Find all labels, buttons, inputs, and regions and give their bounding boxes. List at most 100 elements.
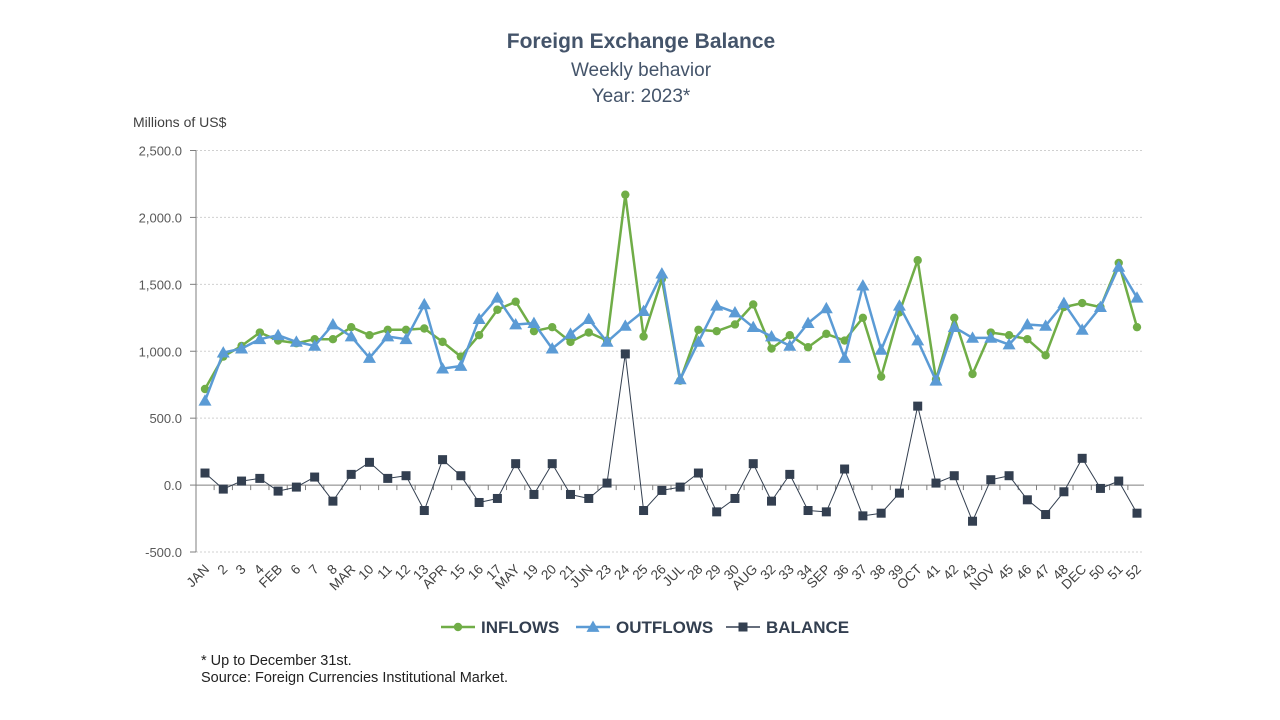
balance-point bbox=[968, 516, 978, 526]
balance-point bbox=[584, 493, 594, 503]
inflows-point bbox=[401, 325, 411, 335]
balance-point bbox=[767, 496, 777, 506]
outflows-point bbox=[527, 316, 541, 329]
y-tick-label: -500.0 bbox=[145, 545, 182, 560]
outflows-series bbox=[198, 260, 1144, 406]
inflows-point bbox=[968, 369, 977, 379]
inflows-point bbox=[383, 325, 392, 335]
balance-point bbox=[748, 459, 758, 469]
inflows-point bbox=[438, 337, 447, 347]
balance-point bbox=[419, 506, 429, 516]
inflows-point bbox=[858, 313, 868, 322]
balance-point bbox=[1132, 508, 1142, 518]
outflows-point bbox=[417, 297, 431, 310]
inflows-point bbox=[822, 329, 831, 339]
balance-point bbox=[328, 496, 338, 506]
x-tick-label: JAN bbox=[183, 562, 212, 591]
balance-point bbox=[1022, 495, 1032, 505]
balance-point bbox=[273, 486, 283, 496]
balance-point bbox=[785, 469, 795, 479]
balance-point bbox=[712, 507, 722, 517]
balance-point bbox=[986, 475, 996, 485]
inflows-point bbox=[200, 384, 210, 394]
outflows-point bbox=[710, 299, 724, 311]
outflows-point bbox=[344, 330, 358, 342]
outflows-point bbox=[1112, 260, 1126, 272]
inflows-point bbox=[767, 344, 776, 353]
inflows-point bbox=[730, 320, 740, 329]
inflows-point bbox=[749, 300, 758, 309]
balance-point bbox=[602, 478, 612, 488]
balance-point bbox=[438, 455, 448, 465]
outflows-point bbox=[271, 328, 285, 341]
legend-outflows-marker bbox=[586, 620, 600, 632]
outflows-point bbox=[235, 342, 249, 354]
outflows-point bbox=[490, 291, 504, 303]
balance-point bbox=[876, 508, 886, 518]
x-tick-label: 52 bbox=[1123, 562, 1144, 583]
outflows-point bbox=[892, 299, 906, 311]
balance-point bbox=[803, 506, 813, 516]
balance-point bbox=[675, 482, 685, 492]
outflows-point bbox=[253, 332, 267, 345]
legend-balance-marker bbox=[738, 622, 748, 632]
outflows-point bbox=[673, 372, 687, 385]
balance-point bbox=[657, 485, 667, 495]
legend-balance-label: BALANCE bbox=[766, 618, 849, 637]
inflows-point bbox=[1132, 322, 1142, 332]
outflows-point bbox=[929, 374, 943, 386]
inflows-point bbox=[548, 322, 557, 332]
balance-point bbox=[894, 488, 904, 498]
balance-point bbox=[1077, 453, 1087, 463]
outflows-point bbox=[655, 267, 669, 279]
outflows-line bbox=[203, 265, 1139, 402]
balance-point bbox=[383, 473, 393, 483]
outflows-point bbox=[1130, 291, 1144, 303]
outflows-point bbox=[600, 335, 614, 347]
outflows-point bbox=[454, 359, 468, 371]
x-tick-label: 10 bbox=[355, 562, 376, 583]
x-tick-label: 6 bbox=[288, 562, 304, 578]
inflows-point bbox=[566, 337, 575, 347]
outflows-point bbox=[746, 320, 760, 333]
x-tick-label: 7 bbox=[306, 562, 322, 578]
outflows-point bbox=[618, 319, 632, 331]
balance-point bbox=[1041, 510, 1051, 520]
outflows-point bbox=[728, 305, 742, 318]
outflows-point bbox=[399, 332, 413, 345]
chart-subtitle: Weekly behavior bbox=[571, 60, 712, 81]
outflows-point bbox=[856, 279, 870, 291]
inflows-point bbox=[511, 297, 520, 306]
balance-point bbox=[310, 472, 320, 482]
footnote-cutoff: * Up to December 31st. bbox=[201, 653, 352, 669]
balance-series bbox=[200, 349, 1142, 526]
footnote-source: Source: Foreign Currencies Institutional… bbox=[201, 670, 509, 686]
inflows-point bbox=[346, 322, 356, 332]
inflows-line bbox=[203, 193, 1139, 390]
inflows-point bbox=[474, 330, 484, 340]
balance-point bbox=[237, 476, 247, 486]
inflows-point bbox=[840, 336, 849, 345]
balance-point bbox=[1004, 471, 1014, 481]
balance-point bbox=[456, 471, 466, 481]
balance-line bbox=[204, 353, 1138, 522]
balance-point bbox=[511, 459, 521, 469]
outflows-point bbox=[783, 339, 797, 351]
balance-point bbox=[401, 471, 411, 481]
inflows-point bbox=[1004, 330, 1014, 340]
outflows-point bbox=[381, 330, 395, 342]
balance-point bbox=[255, 473, 265, 483]
outflows-point bbox=[911, 334, 925, 346]
balance-point bbox=[1095, 483, 1105, 493]
inflows-point bbox=[621, 190, 630, 199]
series-group bbox=[198, 190, 1144, 526]
outflows-point bbox=[637, 304, 651, 316]
balance-point bbox=[730, 493, 740, 503]
legend-outflows-label: OUTFLOWS bbox=[616, 618, 713, 637]
outflows-point bbox=[1039, 319, 1053, 331]
inflows-point bbox=[529, 326, 539, 336]
inflows-point bbox=[420, 324, 429, 333]
balance-point bbox=[529, 489, 539, 499]
